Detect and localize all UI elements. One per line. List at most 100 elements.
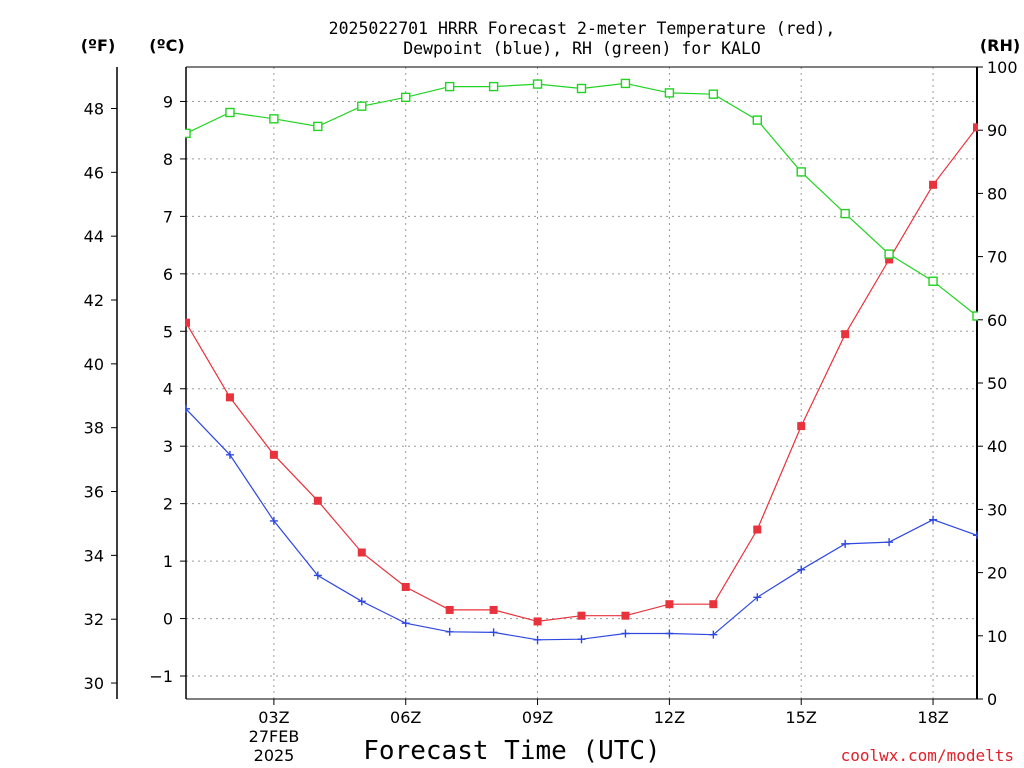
dewpoint-line xyxy=(185,408,978,641)
dewpoint-point-5 xyxy=(401,619,410,628)
temperature-point-13 xyxy=(753,525,762,534)
series-rh xyxy=(185,78,978,321)
temperature-line xyxy=(185,126,978,623)
rh-tick-label-50: 50 xyxy=(987,374,1007,393)
temperature-point-10 xyxy=(621,611,630,620)
celsius-tick-label-5: 5 xyxy=(163,322,173,341)
series-dewpoint xyxy=(185,404,978,644)
rh-point-2 xyxy=(269,114,279,124)
fahrenheit-tick-label-34: 34 xyxy=(84,546,104,565)
rh-point-15 xyxy=(840,208,850,219)
fahrenheit-tick-label-36: 36 xyxy=(84,483,104,502)
temperature-point-16 xyxy=(885,255,894,264)
dewpoint-point-14 xyxy=(797,565,806,574)
celsius-tick-label--1: −1 xyxy=(149,667,173,686)
x-tick-label-09Z: 09Z xyxy=(522,708,553,727)
celsius-tick-label-4: 4 xyxy=(163,380,173,399)
rh-point-7 xyxy=(488,81,499,92)
chart-title-line-1: 2025022701 HRRR Forecast 2-meter Tempera… xyxy=(329,19,836,38)
celsius-tick-label-9: 9 xyxy=(163,92,173,111)
dewpoint-point-2 xyxy=(269,516,278,525)
x-tick-label-03Z: 03Z xyxy=(258,708,289,727)
celsius-tick-label-6: 6 xyxy=(163,265,173,284)
temperature-point-17 xyxy=(929,180,938,189)
rh-point-5 xyxy=(401,92,411,103)
dewpoint-point-0 xyxy=(185,404,190,413)
temperature-point-14 xyxy=(797,422,806,431)
temperature-point-8 xyxy=(533,617,542,626)
celsius-unit-label: (ºC) xyxy=(149,36,184,55)
dewpoint-point-12 xyxy=(709,630,718,639)
rh-point-6 xyxy=(444,81,455,92)
dewpoint-point-7 xyxy=(489,628,498,637)
fahrenheit-tick-label-30: 30 xyxy=(84,674,104,693)
fahrenheit-tick-label-40: 40 xyxy=(84,355,104,374)
temperature-point-6 xyxy=(445,605,454,614)
axes: 03Z 06Z 09Z 12Z 15Z 18Z−101234567893032343638… xyxy=(84,58,1018,727)
celsius-tick-label-0: 0 xyxy=(163,610,173,629)
celsius-tick-label-3: 3 xyxy=(163,437,173,456)
temperature-point-18 xyxy=(973,123,978,132)
celsius-tick-label-7: 7 xyxy=(163,207,173,226)
rh-point-0 xyxy=(185,128,191,139)
dewpoint-point-13 xyxy=(753,593,762,602)
fahrenheit-unit-label: (ºF) xyxy=(81,36,116,55)
rh-point-8 xyxy=(532,79,543,89)
x-tick-label-12Z: 12Z xyxy=(654,708,685,727)
date-label-year: 2025 xyxy=(254,746,295,765)
rh-tick-label-80: 80 xyxy=(987,184,1007,203)
dewpoint-point-11 xyxy=(665,629,674,638)
temperature-point-4 xyxy=(357,548,366,557)
grid-lines xyxy=(186,67,977,699)
data-series xyxy=(185,78,978,644)
rh-point-1 xyxy=(225,107,235,118)
temperature-point-7 xyxy=(489,605,498,614)
temperature-point-9 xyxy=(577,611,586,620)
chart-title-line-2: Dewpoint (blue), RH (green) for KALO xyxy=(403,39,761,58)
dewpoint-point-16 xyxy=(885,538,894,547)
x-axis-label: Forecast Time (UTC) xyxy=(363,736,660,766)
rh-tick-label-100: 100 xyxy=(987,58,1018,77)
fahrenheit-tick-label-44: 44 xyxy=(84,227,104,246)
rh-unit-label: (RH) xyxy=(980,36,1020,55)
rh-tick-label-30: 30 xyxy=(987,500,1007,519)
temperature-point-2 xyxy=(269,450,278,459)
dewpoint-point-9 xyxy=(577,635,586,644)
dewpoint-point-1 xyxy=(225,450,234,459)
rh-tick-label-70: 70 xyxy=(987,248,1007,267)
temperature-point-12 xyxy=(709,600,718,609)
rh-tick-label-0: 0 xyxy=(987,690,997,709)
fahrenheit-tick-label-48: 48 xyxy=(84,99,104,118)
dewpoint-point-15 xyxy=(841,539,850,548)
dewpoint-point-8 xyxy=(533,635,542,644)
fahrenheit-tick-label-32: 32 xyxy=(84,610,104,629)
celsius-tick-label-8: 8 xyxy=(163,150,173,169)
rh-point-9 xyxy=(576,83,587,94)
celsius-tick-label-1: 1 xyxy=(163,552,173,571)
temperature-point-3 xyxy=(313,496,322,505)
rh-tick-label-10: 10 xyxy=(987,627,1007,646)
dewpoint-point-17 xyxy=(929,515,938,524)
x-tick-label-18Z: 18Z xyxy=(917,708,948,727)
dewpoint-point-6 xyxy=(445,627,454,636)
rh-tick-label-90: 90 xyxy=(987,121,1007,140)
rh-point-17 xyxy=(928,276,938,286)
date-label-day: 27FEB xyxy=(249,727,300,746)
temperature-point-15 xyxy=(841,330,850,339)
rh-point-12 xyxy=(708,89,719,99)
temperature-point-0 xyxy=(185,318,190,327)
rh-point-14 xyxy=(796,167,806,177)
fahrenheit-tick-label-38: 38 xyxy=(84,419,104,438)
dewpoint-point-4 xyxy=(357,597,366,606)
rh-point-4 xyxy=(357,101,367,111)
rh-point-16 xyxy=(884,249,894,259)
rh-point-13 xyxy=(752,115,762,125)
rh-point-3 xyxy=(313,121,323,132)
rh-point-10 xyxy=(620,78,631,89)
series-temperature xyxy=(185,123,978,626)
temperature-point-5 xyxy=(401,582,410,591)
dewpoint-point-10 xyxy=(621,629,630,638)
rh-tick-label-40: 40 xyxy=(987,437,1007,456)
rh-point-11 xyxy=(664,88,675,98)
